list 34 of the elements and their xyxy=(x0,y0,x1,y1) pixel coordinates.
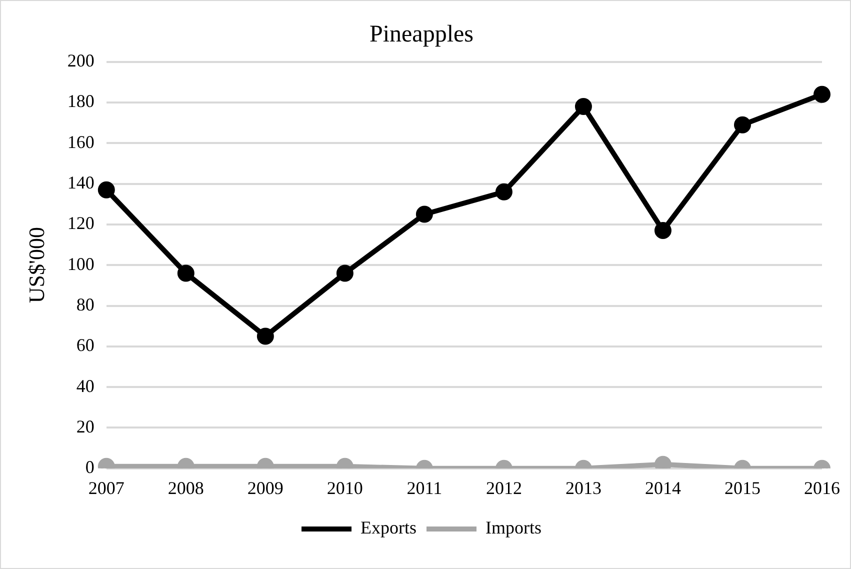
point xyxy=(336,264,354,282)
x-tick-label: 2010 xyxy=(326,478,363,498)
y-tick-label: 200 xyxy=(67,50,94,71)
point xyxy=(416,206,433,223)
legend-label: Exports xyxy=(360,518,417,538)
y-tick-label: 80 xyxy=(76,294,94,314)
point xyxy=(814,86,830,103)
x-tick-label: 2011 xyxy=(406,478,442,498)
x-tick-label: 2016 xyxy=(804,478,840,498)
y-tick-label: 0 xyxy=(85,457,94,478)
x-tick-label: 2012 xyxy=(486,478,522,498)
x-tick-label: 2015 xyxy=(724,478,760,498)
x-tick-label: 2007 xyxy=(88,478,124,498)
y-tick-label: 140 xyxy=(67,172,94,193)
x-tick-label: 2013 xyxy=(565,478,602,498)
legend-label: Imports xyxy=(486,518,542,538)
point xyxy=(734,116,751,134)
point xyxy=(177,264,194,282)
x-tick-label: 2009 xyxy=(247,478,284,498)
y-axis-title: US$'000 xyxy=(24,227,49,304)
y-tick-label: 160 xyxy=(67,132,94,152)
y-tick-label: 20 xyxy=(76,416,94,436)
y-tick-label: 60 xyxy=(76,335,94,356)
point xyxy=(495,183,512,200)
point xyxy=(98,181,115,198)
point xyxy=(654,222,672,240)
y-tick-label: 40 xyxy=(76,376,94,396)
x-tick-label: 2008 xyxy=(168,478,204,498)
point xyxy=(574,98,592,116)
y-tick-label: 120 xyxy=(67,213,94,234)
chart-title: Pineapples xyxy=(370,22,474,48)
x-tick-label: 2014 xyxy=(644,478,681,498)
y-tick-label: 100 xyxy=(67,254,94,274)
y-tick-label: 180 xyxy=(67,91,94,112)
